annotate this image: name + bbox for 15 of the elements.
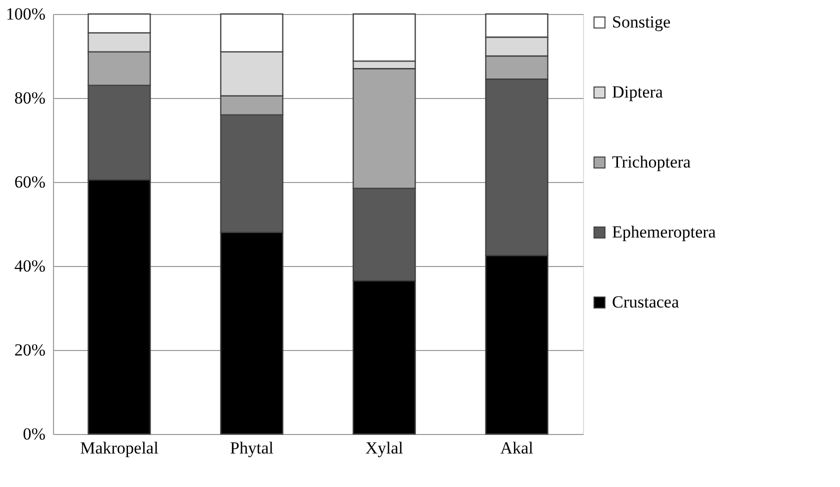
legend-label: Diptera xyxy=(612,82,664,102)
legend-label: Trichoptera xyxy=(612,152,692,172)
y-tick-label: 100% xyxy=(6,4,46,24)
x-tick-label: Akal xyxy=(500,438,534,458)
legend-label: Ephemeroptera xyxy=(612,222,716,242)
x-tick-label: Phytal xyxy=(230,438,274,458)
x-tick-label: Xylal xyxy=(365,438,404,458)
y-tick-label: 20% xyxy=(14,340,46,360)
y-tick-label: 60% xyxy=(14,172,46,192)
legend-label: Crustacea xyxy=(612,292,680,312)
y-tick-label: 0% xyxy=(22,424,46,444)
legend-label: Sonstige xyxy=(612,12,671,32)
y-tick-label: 40% xyxy=(14,256,46,276)
x-tick-label: Makropelal xyxy=(80,438,159,458)
y-tick-label: 80% xyxy=(14,88,46,108)
